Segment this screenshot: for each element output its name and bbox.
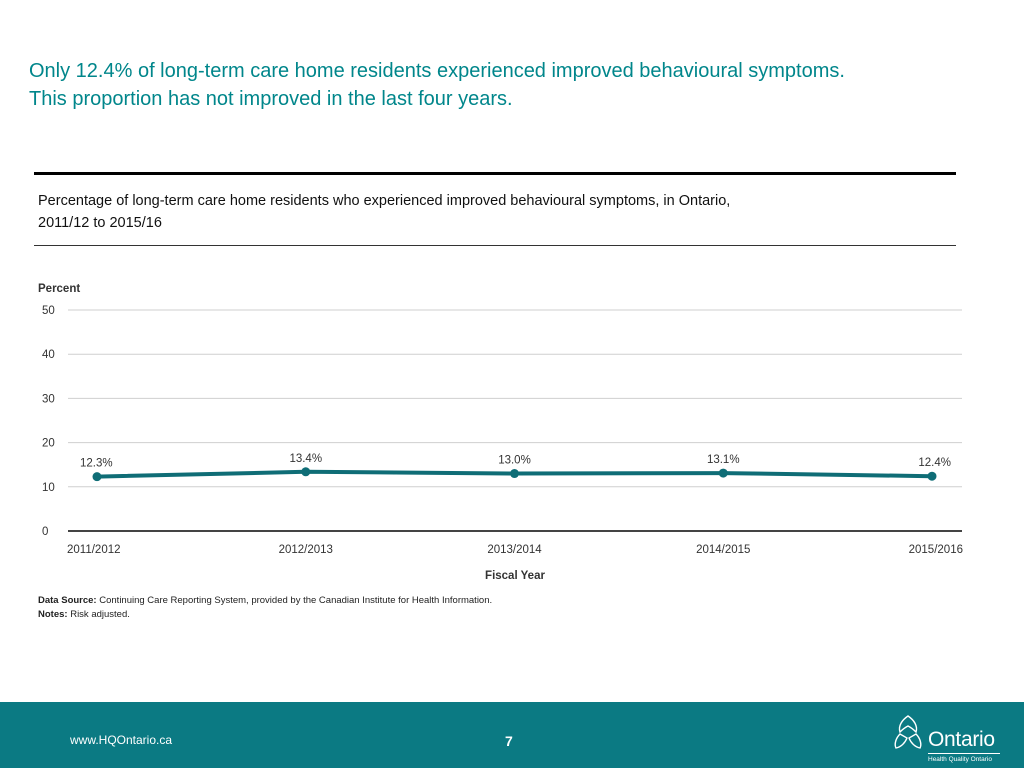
logo-wordmark: Ontario <box>928 728 995 751</box>
chart-subtitle-line-1: Percentage of long-term care home reside… <box>38 193 731 209</box>
y-tick-label: 30 <box>42 393 55 405</box>
footer-url-link[interactable]: www.HQOntario.ca <box>70 733 173 747</box>
data-label: 12.3% <box>80 458 113 470</box>
x-tick-label: 2011/2012 <box>67 544 121 556</box>
data-source-label: Data Source: <box>38 595 97 606</box>
data-source-text: Continuing Care Reporting System, provid… <box>99 595 493 606</box>
page-number: 7 <box>505 733 513 749</box>
notes-note: Notes: Risk adjusted. <box>38 608 492 622</box>
y-tick-label: 0 <box>42 526 48 538</box>
line-chart: Percent 0 10 20 30 40 50 2011/2012 2012/2013 2013… <box>38 283 963 582</box>
chart-subtitle-line-2: 2011/12 to 2015/16 <box>38 215 162 231</box>
logo-subtext: Health Quality Ontario <box>928 756 992 763</box>
x-tick-label: 2015/2016 <box>909 544 963 556</box>
headline: Only 12.4% of long-term care home reside… <box>29 57 989 113</box>
data-point <box>301 467 311 477</box>
trillium-icon <box>894 715 922 749</box>
data-point <box>927 471 937 481</box>
data-source-note: Data Source: Continuing Care Reporting S… <box>38 594 492 608</box>
y-tick-label: 40 <box>42 349 55 361</box>
subtitle-divider <box>34 245 956 246</box>
y-tick-label: 50 <box>42 305 55 317</box>
notes-text: Risk adjusted. <box>70 609 130 620</box>
data-point <box>510 469 519 479</box>
data-point <box>718 468 728 478</box>
chart-subtitle: Percentage of long-term care home reside… <box>38 190 938 234</box>
logo-divider <box>928 753 1000 754</box>
x-tick-label: 2012/2013 <box>279 544 333 556</box>
y-tick-label: 20 <box>42 438 55 450</box>
ontario-logo: Ontario Health Quality Ontario <box>890 712 1010 764</box>
footer-bar: www.HQOntario.ca 7 Ontario Health Qualit… <box>0 702 1024 768</box>
top-divider <box>34 172 956 175</box>
headline-line-2: This proportion has not improved in the … <box>29 88 513 110</box>
data-label: 12.4% <box>918 457 951 469</box>
x-axis-title: Fiscal Year <box>485 570 545 582</box>
chart-notes: Data Source: Continuing Care Reporting S… <box>38 594 492 622</box>
data-label: 13.0% <box>498 455 531 467</box>
x-tick-label: 2014/2015 <box>696 544 750 556</box>
y-axis-title: Percent <box>38 283 80 295</box>
headline-line-1: Only 12.4% of long-term care home reside… <box>29 60 845 82</box>
x-tick-label: 2013/2014 <box>487 544 542 556</box>
data-point <box>92 472 102 482</box>
data-label: 13.1% <box>707 454 740 466</box>
y-tick-label: 10 <box>42 482 55 494</box>
notes-label: Notes: <box>38 609 68 620</box>
data-label: 13.4% <box>289 453 322 465</box>
